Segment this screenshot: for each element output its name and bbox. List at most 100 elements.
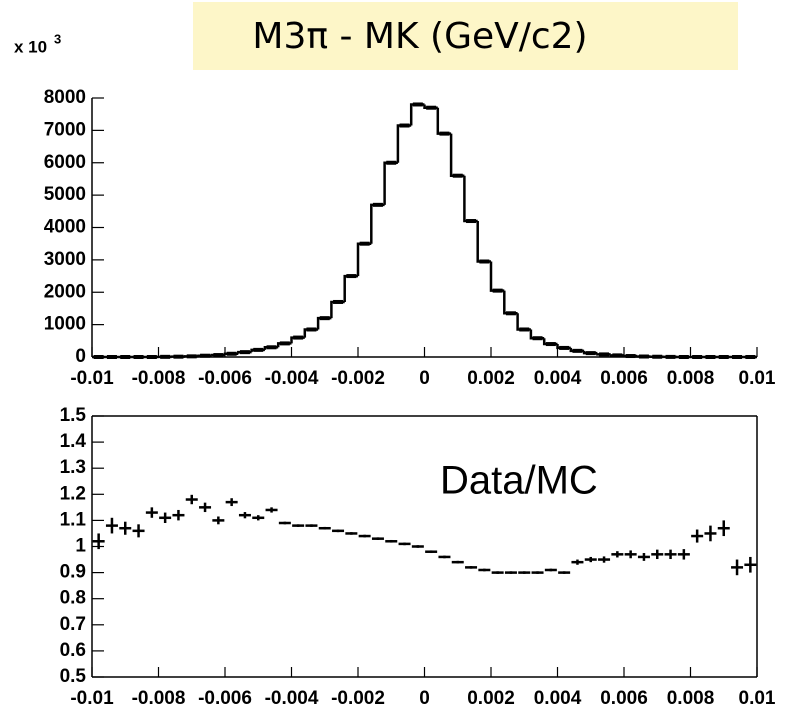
data-point [160, 354, 171, 359]
y-tick-label: 0.9 [60, 562, 86, 583]
x-tick-label: 0.01 [739, 368, 776, 389]
data-point [718, 355, 729, 359]
y-tick-label: 0.5 [60, 666, 87, 687]
data-point [279, 341, 290, 346]
data-point [478, 568, 491, 572]
data-point [611, 551, 624, 558]
x-tick-label: -0.01 [70, 368, 114, 389]
data-point [466, 219, 477, 224]
x-tick-label: -0.008 [132, 368, 186, 389]
data-point [544, 568, 557, 572]
histogram-bin [383, 161, 398, 205]
x-tick-label: 0.004 [534, 368, 582, 389]
histogram-bin [463, 175, 478, 223]
data-point [465, 566, 478, 569]
data-point [226, 351, 237, 356]
y-tick-label: 0.6 [60, 640, 86, 661]
data-point [225, 498, 238, 507]
data-point [519, 327, 530, 332]
data-point [731, 559, 744, 576]
data-point [93, 355, 104, 359]
data-point [664, 549, 677, 560]
data-point [558, 571, 571, 574]
title-box [193, 2, 738, 70]
data-point [504, 571, 517, 574]
data-point [265, 507, 278, 513]
data-point [106, 355, 117, 359]
data-point [491, 571, 504, 574]
chart-title: M3π - MK (GeV/c2) [252, 16, 587, 57]
x-tick-label: 0.008 [667, 688, 715, 709]
y-tick-label: 4000 [44, 217, 86, 238]
y-tick-label: 1000 [44, 314, 86, 335]
x-tick-label: 0.004 [534, 688, 582, 709]
data-point [172, 509, 185, 521]
data-point [584, 556, 597, 563]
data-point [199, 502, 212, 513]
data-point [253, 347, 264, 352]
annotation: Data/MC [440, 459, 598, 503]
y-tick-label: 6000 [44, 152, 86, 173]
y-tick-label: 1 [75, 536, 86, 557]
histogram-bin [409, 103, 425, 126]
histogram-bin [343, 274, 358, 302]
histogram-bin [516, 313, 531, 331]
data-point [278, 521, 291, 525]
data-point [678, 355, 689, 359]
data-point [293, 335, 304, 340]
y-tick-label: 1.5 [60, 405, 87, 426]
x-tick-label: 0.01 [739, 688, 776, 709]
x-tick-label: 0 [419, 368, 430, 389]
data-point [359, 241, 370, 246]
x-tick-label: -0.01 [70, 688, 114, 709]
data-point [451, 560, 464, 564]
data-point [292, 524, 305, 527]
data-point [213, 353, 224, 358]
data-point [411, 545, 424, 548]
data-point [625, 354, 636, 359]
data-point [677, 549, 690, 560]
data-point [717, 520, 730, 537]
data-point [238, 512, 251, 519]
x-tick-label: -0.006 [198, 688, 252, 709]
x-tick-label: -0.002 [331, 688, 385, 709]
data-point [638, 354, 649, 359]
data-point [692, 355, 703, 359]
data-point [505, 311, 516, 316]
data-point [624, 550, 637, 559]
data-point [439, 131, 450, 136]
y-tick-label: 7000 [44, 119, 86, 140]
histogram-bin [436, 107, 452, 135]
x-tick-label: -0.002 [331, 368, 385, 389]
data-point [212, 516, 225, 525]
data-point [705, 355, 716, 359]
data-point [345, 532, 358, 535]
x-tick-label: 0.006 [600, 688, 648, 709]
data-point [346, 274, 357, 279]
y-tick-label: 1.3 [60, 457, 86, 478]
data-point [132, 524, 145, 538]
data-point [358, 534, 371, 538]
y-tick-label: 1.1 [60, 509, 87, 530]
data-point [572, 348, 583, 353]
data-point [332, 529, 345, 533]
data-point [386, 160, 397, 165]
data-point [691, 529, 704, 543]
y-tick-label: 0.7 [60, 614, 86, 635]
data-point [571, 559, 584, 565]
axis-multiplier-exponent: 3 [54, 31, 61, 46]
data-point [119, 521, 132, 535]
histogram-bin [396, 124, 412, 163]
data-point [159, 512, 172, 524]
data-point [120, 355, 131, 359]
y-tick-label: 8000 [44, 87, 86, 108]
data-point [492, 288, 503, 293]
y-tick-label: 5000 [44, 184, 86, 205]
data-point [372, 202, 383, 207]
data-point [305, 524, 318, 527]
data-point [318, 526, 331, 530]
data-point [479, 259, 490, 264]
data-point [637, 553, 650, 561]
data-point [385, 539, 398, 543]
data-point [704, 525, 717, 542]
